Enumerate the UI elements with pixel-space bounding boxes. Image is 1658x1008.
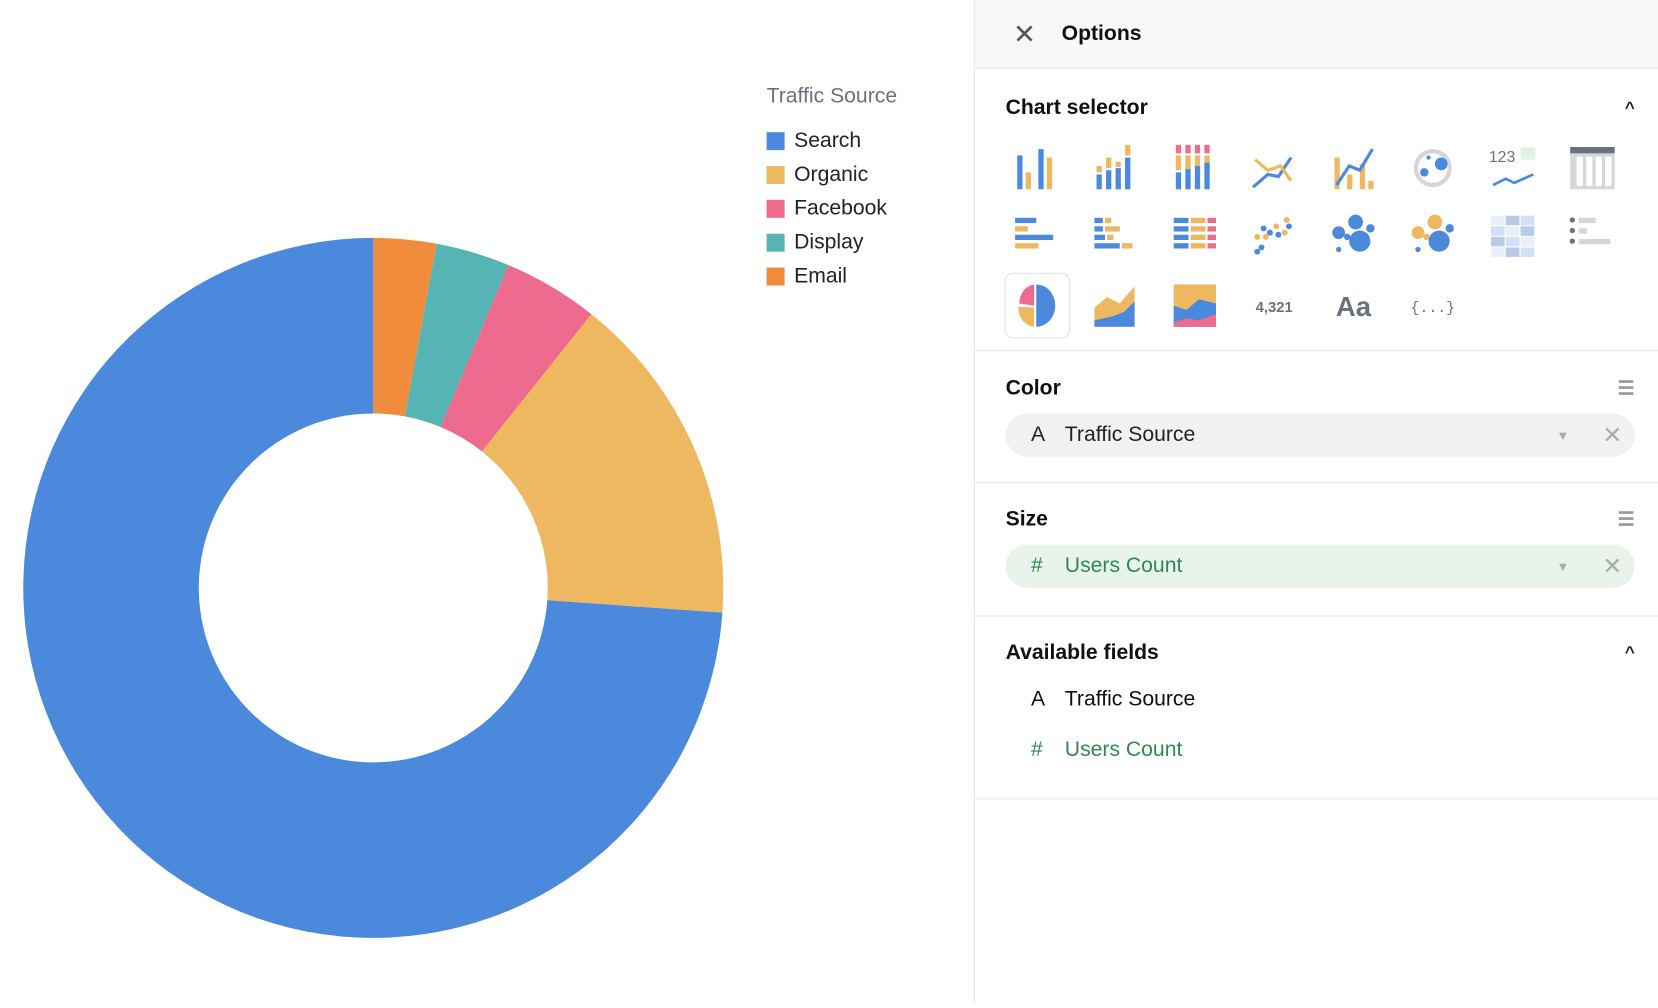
settings-sliders-icon[interactable]: ☰ — [1617, 508, 1635, 530]
number-type-icon: # — [1030, 554, 1043, 578]
field-name: Users Count — [1064, 737, 1183, 761]
chart-type-stacked-row-icon[interactable] — [1084, 204, 1150, 270]
legend-label: Display — [794, 229, 864, 254]
svg-text:123: 123 — [1489, 149, 1516, 166]
size-field-name: Users Count — [1064, 554, 1183, 578]
legend-label: Email — [794, 263, 847, 288]
field-traffic-source[interactable]: A Traffic Source — [1006, 674, 1635, 725]
chart-type-area-icon[interactable] — [1084, 273, 1150, 339]
legend-title: Traffic Source — [766, 84, 898, 108]
dropdown-arrow-icon[interactable]: ▼ — [1556, 427, 1570, 443]
size-field-pill[interactable]: # Users Count ▼ ✕ — [1005, 544, 1635, 588]
text-type-icon: A — [1030, 422, 1046, 447]
chart-type-stacked-100-row-icon[interactable] — [1163, 204, 1229, 270]
chart-type-text-icon[interactable]: Aa — [1322, 273, 1388, 339]
legend-swatch — [766, 266, 785, 285]
color-title: Color — [1005, 376, 1061, 400]
chart-type-stacked-bar-icon[interactable] — [1084, 135, 1150, 201]
chart-type-map-icon[interactable] — [1401, 135, 1467, 201]
chevron-up-icon[interactable]: ^ — [1624, 98, 1635, 117]
legend-swatch — [766, 233, 785, 252]
dropdown-arrow-icon[interactable]: ▼ — [1556, 558, 1570, 574]
slice-email[interactable] — [373, 237, 437, 417]
color-section: Color ☰ A Traffic Source ▼ ✕ — [974, 351, 1658, 484]
donut-chart: Traffic Source Search Organic Facebook Disp… — [23, 84, 898, 938]
chart-type-bar-icon[interactable] — [1005, 135, 1071, 201]
chart-type-combo-icon[interactable] — [1322, 135, 1388, 201]
number-type-icon: # — [1030, 737, 1043, 761]
available-fields-title: Available fields — [1005, 640, 1159, 665]
chart-type-json-icon[interactable]: {...} — [1401, 273, 1467, 339]
options-panel: ✕ Options Chart selector ^ 123 4,321 Aa {...… — [973, 0, 1658, 1003]
chart-type-bubble-color-icon[interactable] — [1401, 204, 1467, 270]
chevron-up-icon[interactable]: ^ — [1624, 643, 1635, 662]
chart-type-stacked-100-bar-icon[interactable] — [1163, 135, 1229, 201]
legend-swatch — [766, 199, 785, 218]
legend-label: Search — [794, 128, 862, 152]
field-users-count[interactable]: # Users Count — [1006, 724, 1635, 775]
chart-type-bubble-icon[interactable] — [1322, 204, 1388, 270]
svg-text:{...}: {...} — [1411, 301, 1455, 317]
svg-text:Aa: Aa — [1336, 291, 1372, 322]
size-title: Size — [1005, 507, 1048, 531]
legend-item[interactable]: Organic — [766, 158, 897, 192]
slice-search[interactable] — [23, 237, 723, 938]
remove-icon[interactable]: ✕ — [1602, 552, 1623, 579]
legend: Traffic Source Search Organic Facebook Disp… — [766, 84, 898, 293]
legend-item[interactable]: Email — [766, 259, 897, 293]
legend-swatch — [766, 165, 785, 184]
chart-type-row-icon[interactable] — [1005, 204, 1071, 270]
legend-item[interactable]: Search — [766, 124, 897, 158]
legend-item[interactable]: Display — [766, 225, 897, 259]
slice-display[interactable] — [404, 243, 509, 427]
settings-sliders-icon[interactable]: ☰ — [1617, 377, 1635, 399]
chart-type-line-icon[interactable] — [1242, 135, 1308, 201]
field-name: Traffic Source — [1064, 686, 1196, 711]
size-section: Size ☰ # Users Count ▼ ✕ — [974, 483, 1658, 617]
close-icon[interactable]: ✕ — [1012, 17, 1037, 50]
chart-type-pie-icon[interactable] — [1004, 272, 1071, 339]
chart-type-number-icon[interactable]: 4,321 — [1242, 273, 1308, 339]
slice-facebook[interactable] — [440, 265, 592, 452]
chart-type-stacked-area-icon[interactable] — [1163, 273, 1229, 339]
donut-svg — [23, 237, 724, 938]
panel-header: ✕ Options — [974, 0, 1658, 69]
chart-type-table-icon[interactable] — [1560, 135, 1626, 201]
available-fields-section: Available fields ^ A Traffic Source # Users… — [974, 616, 1658, 800]
legend-item[interactable]: Facebook — [766, 191, 897, 225]
svg-text:4,321: 4,321 — [1256, 300, 1293, 316]
slice-organic[interactable] — [482, 314, 724, 613]
legend-label: Facebook — [794, 196, 887, 220]
chart-type-trend-icon[interactable]: 123 — [1480, 135, 1546, 201]
legend-label: Organic — [794, 162, 869, 186]
remove-icon[interactable]: ✕ — [1602, 421, 1623, 448]
color-field-name: Traffic Source — [1064, 422, 1196, 447]
color-field-pill[interactable]: A Traffic Source ▼ ✕ — [1005, 413, 1635, 457]
panel-title: Options — [1061, 21, 1142, 45]
chart-selector-title: Chart selector — [1005, 96, 1148, 120]
legend-swatch — [766, 131, 785, 150]
chart-selector-section: Chart selector ^ 123 4,321 Aa {...} — [974, 69, 1658, 352]
text-type-icon: A — [1030, 686, 1046, 711]
chart-type-pivot-icon[interactable] — [1480, 204, 1546, 270]
chart-type-scatter-icon[interactable] — [1242, 204, 1308, 270]
chart-type-list-icon[interactable] — [1560, 204, 1626, 270]
